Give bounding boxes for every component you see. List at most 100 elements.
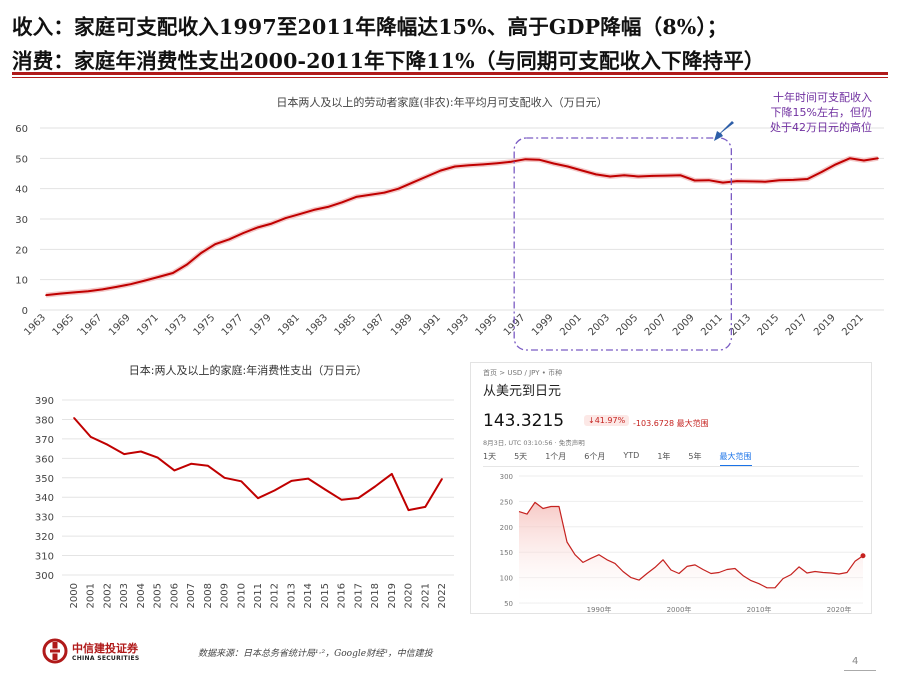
annotation-text: 十年时间可支配收入 下降15%左右，但仍 处于42万日元的高位 bbox=[722, 90, 872, 135]
x-tick-label: 2001 bbox=[86, 583, 97, 608]
data-point bbox=[524, 158, 527, 161]
fx-tab[interactable]: 5年 bbox=[688, 452, 702, 461]
consumption-series-line bbox=[73, 417, 443, 512]
fx-tab[interactable]: 1天 bbox=[483, 452, 497, 461]
x-tick-label: 2018 bbox=[370, 583, 381, 608]
data-point bbox=[397, 187, 400, 190]
data-point bbox=[374, 485, 376, 488]
fx-timestamp: 8月3日, UTC 03:10:56 · 免责声明 bbox=[483, 439, 585, 447]
y-tick-label: 250 bbox=[500, 498, 513, 506]
source-note: 数据来源：日本总务省统计局¹·²，Google财经³，中信建投 bbox=[198, 649, 433, 659]
annotation-line: 下降15%左右，但仍 bbox=[770, 106, 872, 119]
x-tick-label: 2017 bbox=[784, 312, 810, 338]
fx-current-rate: 143.3215 bbox=[483, 411, 565, 431]
y-tick-label: 330 bbox=[35, 513, 54, 524]
data-point bbox=[566, 165, 569, 168]
x-tick-label: 2006 bbox=[169, 583, 180, 608]
data-point bbox=[623, 174, 625, 177]
data-point bbox=[73, 291, 76, 294]
data-point bbox=[424, 506, 427, 508]
y-tick-label: 360 bbox=[35, 454, 54, 465]
data-point bbox=[665, 174, 668, 177]
x-tick-label: 2001 bbox=[558, 312, 584, 338]
x-tick-label: 2010年 bbox=[747, 605, 772, 613]
fx-area bbox=[519, 502, 863, 603]
x-tick-label: 2012 bbox=[270, 583, 281, 608]
x-tick-label: 1995 bbox=[474, 312, 500, 338]
y-tick-label: 380 bbox=[35, 415, 54, 426]
x-tick-label: 2000年 bbox=[667, 605, 692, 613]
fx-tab[interactable]: 1个月 bbox=[545, 452, 567, 461]
fx-change-abs: -103.6728 最大范围 bbox=[633, 418, 709, 429]
data-point bbox=[190, 462, 192, 465]
data-point bbox=[242, 232, 245, 234]
data-point bbox=[454, 165, 456, 168]
data-point bbox=[45, 294, 47, 296]
data-point bbox=[256, 226, 259, 229]
data-point bbox=[273, 489, 276, 492]
y-tick-label: 40 bbox=[15, 185, 28, 196]
x-tick-label: 1973 bbox=[163, 312, 189, 338]
data-point bbox=[750, 180, 752, 183]
y-tick-label: 50 bbox=[15, 154, 28, 165]
data-point bbox=[722, 181, 724, 184]
x-tick-label: 2021 bbox=[840, 312, 866, 338]
fx-tab[interactable]: 最大范围 bbox=[719, 451, 752, 467]
data-point bbox=[158, 276, 160, 278]
x-tick-label: 1999 bbox=[530, 312, 556, 338]
annotation-line: 十年时间可支配收入 bbox=[773, 91, 872, 104]
data-point bbox=[299, 213, 301, 215]
x-tick-label: 2022 bbox=[437, 583, 448, 608]
data-point bbox=[324, 488, 326, 491]
x-tick-label: 2009 bbox=[220, 583, 231, 608]
x-tick-label: 1971 bbox=[135, 312, 161, 338]
x-tick-label: 2000 bbox=[69, 583, 80, 608]
y-tick-label: 100 bbox=[500, 575, 513, 583]
y-tick-label: 300 bbox=[35, 571, 54, 582]
data-point bbox=[340, 498, 343, 501]
y-tick-label: 50 bbox=[504, 600, 513, 608]
data-point bbox=[877, 157, 879, 160]
fx-series-line bbox=[518, 501, 864, 589]
data-point bbox=[552, 162, 555, 165]
x-tick-label: 2003 bbox=[119, 583, 130, 608]
data-point bbox=[637, 175, 640, 178]
fx-tab[interactable]: 1年 bbox=[657, 452, 671, 461]
y-tick-label: 150 bbox=[500, 549, 513, 557]
fx-tab[interactable]: YTD bbox=[623, 451, 640, 460]
data-point bbox=[440, 169, 442, 172]
data-point bbox=[270, 222, 273, 225]
data-point bbox=[369, 193, 372, 196]
data-point bbox=[383, 191, 386, 194]
x-tick-label: 2015 bbox=[756, 312, 782, 338]
x-tick-label: 1993 bbox=[445, 312, 471, 338]
data-point bbox=[764, 180, 766, 183]
data-point bbox=[140, 450, 142, 453]
data-point bbox=[806, 178, 809, 180]
y-tick-label: 60 bbox=[15, 124, 28, 135]
data-point bbox=[609, 175, 611, 178]
x-tick-label: 2020 bbox=[404, 583, 415, 608]
x-tick-label: 2002 bbox=[102, 583, 113, 608]
fx-breadcrumb[interactable]: 首页 > USD / JPY • 币种 bbox=[483, 369, 563, 377]
fx-tab[interactable]: 5天 bbox=[514, 452, 528, 461]
title-rule-thin bbox=[12, 77, 888, 78]
fx-tab[interactable]: 6个月 bbox=[584, 452, 606, 461]
x-tick-label: 2019 bbox=[387, 583, 398, 608]
fx-title: 从美元到日元 bbox=[483, 384, 562, 399]
data-point bbox=[425, 175, 428, 178]
x-tick-label: 1967 bbox=[79, 312, 105, 338]
data-point bbox=[156, 456, 159, 459]
page-number-rule bbox=[844, 670, 876, 671]
x-tick-label: 1990年 bbox=[587, 605, 612, 613]
income-series-line bbox=[45, 157, 879, 297]
data-point bbox=[391, 473, 393, 475]
data-point bbox=[848, 157, 851, 160]
data-point bbox=[820, 171, 823, 173]
x-tick-label: 2010 bbox=[236, 583, 247, 608]
data-point bbox=[207, 464, 209, 467]
x-tick-label: 2004 bbox=[136, 583, 147, 608]
data-point bbox=[73, 417, 75, 419]
data-point bbox=[581, 169, 583, 172]
x-tick-label: 2014 bbox=[303, 583, 314, 608]
